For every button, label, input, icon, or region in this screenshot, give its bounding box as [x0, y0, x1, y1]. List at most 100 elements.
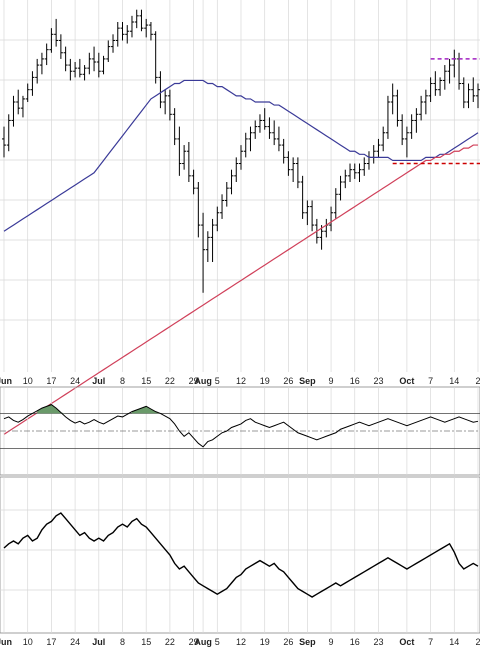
ohlc-bar — [20, 95, 25, 118]
ohlc-bar — [239, 145, 243, 170]
ohlc-bar — [319, 225, 324, 250]
price-x-tick-label: 7 — [428, 376, 433, 386]
ohlc-bar — [414, 108, 419, 133]
ohlc-bar — [428, 77, 433, 102]
ohlc-bar — [186, 141, 191, 182]
price-x-tick-label: 8 — [120, 376, 125, 386]
moving-average-50-line — [3, 79, 479, 232]
ohlc-bar — [343, 169, 348, 189]
ohlc-bar — [182, 145, 187, 170]
price-x-tick-label: 29 — [189, 376, 199, 386]
ohlc-bar — [101, 55, 106, 75]
ohlc-bar — [291, 157, 296, 182]
ratio-x-tick-label: 23 — [373, 637, 383, 647]
ohlc-bar — [333, 188, 338, 219]
ohlc-bar — [272, 120, 277, 146]
price-x-tick-label: 16 — [350, 376, 360, 386]
ohlc-bar — [205, 231, 210, 262]
ohlc-bar — [220, 194, 225, 219]
ohlc-bar — [267, 117, 272, 139]
price-x-tick-label: 10 — [23, 376, 33, 386]
ohlc-bar — [82, 65, 87, 81]
ratio-x-tick-label: 24 — [70, 637, 80, 647]
price-x-tick-label: 23 — [373, 376, 383, 386]
ratio-x-tick-label: 10 — [23, 637, 33, 647]
ohlc-bar — [139, 9, 144, 32]
price-x-tick-label: Aug — [194, 376, 212, 386]
ohlc-bar — [148, 21, 153, 41]
ohlc-bar — [134, 9, 139, 29]
ratio-x-tick-label: 29 — [189, 637, 199, 647]
ohlc-bar — [300, 175, 305, 219]
ratio-frame — [0, 476, 480, 634]
ratio-x-tick-label: 8 — [120, 637, 125, 647]
ohlc-bar — [295, 157, 300, 189]
ratio-x-tick-label: 16 — [350, 637, 360, 647]
ohlc-bar — [11, 95, 16, 127]
price-x-tick-label: Jun — [0, 376, 12, 386]
ohlc-bar — [144, 18, 149, 38]
ohlc-bar — [2, 126, 6, 158]
ohlc-bar — [35, 58, 40, 84]
price-x-tick-label: 14 — [449, 376, 459, 386]
ohlc-bar — [111, 34, 116, 53]
oscillator-line — [3, 404, 479, 448]
ohlc-bar — [253, 120, 258, 139]
ohlc-bar — [286, 151, 291, 176]
ohlc-bar — [385, 95, 390, 139]
ratio-x-tick-label: 12 — [236, 637, 246, 647]
ohlc-bar — [276, 126, 281, 152]
ohlc-bar — [153, 31, 158, 84]
ohlc-bar — [281, 138, 286, 164]
ohlc-bar — [395, 89, 400, 127]
ohlc-bar — [163, 89, 168, 115]
ohlc-bar — [234, 157, 239, 182]
ohlc-bar — [215, 206, 220, 232]
ohlc-bar — [348, 163, 353, 182]
ohlc-bar — [115, 21, 120, 47]
ratio-x-tick-label: 15 — [141, 637, 151, 647]
ratio-x-tick-label: 2 — [475, 637, 480, 647]
price-x-tick-label: 15 — [141, 376, 151, 386]
ohlc-bar — [158, 71, 163, 109]
ohlc-bar — [381, 126, 386, 152]
ohlc-bar — [310, 200, 315, 232]
ohlc-bar — [129, 15, 134, 38]
ratio-gridlines — [0, 477, 480, 633]
ohlc-bar — [305, 200, 310, 226]
ratio-x-tick-label: Sep — [299, 637, 316, 647]
ratio-x-tick-label: 22 — [165, 637, 175, 647]
ohlc-bar — [25, 83, 30, 102]
ratio-x-tick-label: 9 — [329, 637, 334, 647]
ohlc-bar — [167, 89, 172, 121]
ohlc-bar — [423, 89, 428, 115]
ohlc-bar — [362, 157, 367, 176]
ohlc-bar — [447, 58, 452, 84]
price-x-tick-label: 2 — [475, 376, 480, 386]
ohlc-bar — [338, 175, 343, 201]
ohlc-bar — [262, 108, 267, 130]
ohlc-bar — [96, 52, 101, 78]
ohlc-bar — [177, 126, 182, 176]
price-bars — [2, 9, 480, 293]
moving-average-200-line — [3, 144, 478, 435]
ohlc-bar — [243, 132, 248, 158]
price-x-tick-label: 26 — [283, 376, 293, 386]
ohlc-bar — [257, 114, 262, 133]
ratio-x-tick-label: 17 — [46, 637, 56, 647]
price-x-tick-label: 9 — [329, 376, 334, 386]
ohlc-bar — [471, 77, 476, 102]
ratio-x-tick-label: Aug — [194, 637, 212, 647]
ohlc-bar — [63, 46, 68, 72]
ratio-x-tick-label: 26 — [283, 637, 293, 647]
ohlc-bar — [6, 114, 11, 152]
ohlc-bar — [201, 212, 206, 293]
ohlc-bar — [419, 95, 424, 121]
ohlc-bar — [49, 28, 54, 53]
ohlc-bar — [172, 108, 177, 146]
ohlc-bar — [248, 126, 253, 152]
ratio-x-tick-label: Jul — [92, 637, 105, 647]
ohlc-bar — [229, 169, 234, 195]
price-x-tick-label: 24 — [70, 376, 80, 386]
price-gridlines — [0, 0, 480, 372]
